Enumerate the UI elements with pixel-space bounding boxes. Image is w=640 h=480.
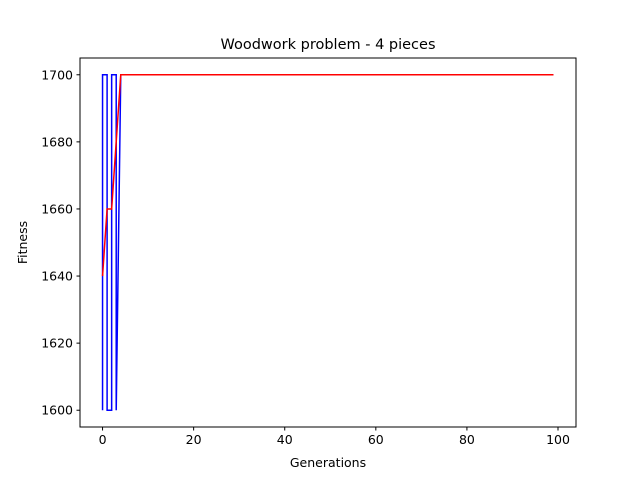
series-line-1 (101, 74, 554, 411)
y-tick-label: 1600 (41, 403, 73, 418)
x-tick-label: 60 (368, 432, 384, 447)
y-axis-ticks: 1600 1620 1640 1660 1680 1700 (41, 67, 80, 418)
x-axis-ticks: 0 20 40 60 80 100 (99, 427, 570, 447)
x-tick-label: 100 (546, 432, 570, 447)
series-line-2 (101, 74, 554, 277)
x-tick-label: 80 (459, 432, 475, 447)
y-tick-label: 1700 (41, 67, 73, 82)
chart-title: Woodwork problem - 4 pieces (220, 37, 435, 53)
x-tick-label: 40 (277, 432, 293, 447)
series-layer (101, 74, 554, 411)
x-axis-label: Generations (290, 455, 366, 470)
y-tick-label: 1660 (41, 201, 73, 216)
y-tick-label: 1620 (41, 336, 73, 351)
y-tick-label: 1640 (41, 269, 73, 284)
x-tick-label: 20 (186, 432, 202, 447)
axes-frame (79, 57, 577, 428)
y-tick-label: 1680 (41, 134, 73, 149)
x-tick-label: 0 (99, 432, 107, 447)
y-axis-label: Fitness (15, 221, 30, 264)
